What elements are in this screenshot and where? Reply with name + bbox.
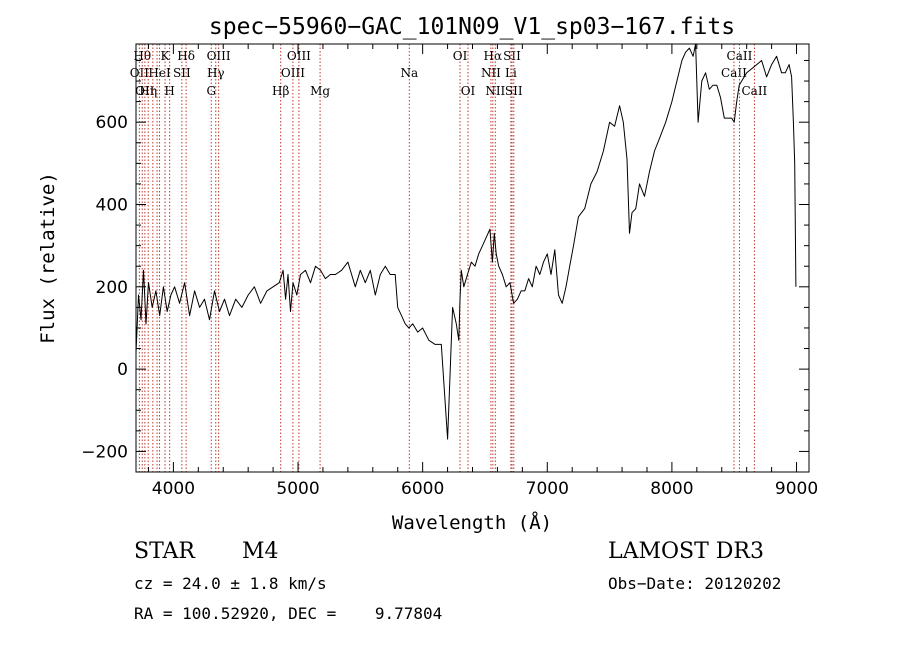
spectral-line-label: OIII <box>207 49 231 63</box>
y-tick-label: 200 <box>96 278 128 298</box>
spectral-line-label: SII <box>505 84 523 98</box>
x-tick-label: 8000 <box>650 479 693 499</box>
y-tick-label: 600 <box>96 113 128 133</box>
spectral-line-label: SII <box>173 66 191 80</box>
spectrum-series-line <box>135 43 797 440</box>
spectral-line-label: Hγ <box>207 66 225 80</box>
spectral-line-label: Na <box>400 66 418 80</box>
x-axis-label: Wavelength (Å) <box>392 511 552 534</box>
series-layer <box>135 43 797 440</box>
spectral-line-label: OIII <box>281 66 305 80</box>
y-tick-label: −200 <box>81 442 128 462</box>
plot-frame <box>135 43 810 473</box>
x-tick-label: 9000 <box>775 479 818 499</box>
spectral-lines-layer: OIIHθOIIHηHeIKHSIIHδGHγOIIIHβOIIIOIIIMgN… <box>130 44 768 472</box>
chart-title: spec−55960−GAC_101N09_V1_sp03−167.fits <box>209 14 735 40</box>
x-tick-label: 5000 <box>276 479 319 499</box>
survey-name: LAMOST DR3 <box>608 539 764 564</box>
spectral-line-label: CaII <box>727 49 753 63</box>
spectral-line-label: G <box>206 84 216 98</box>
x-tick-label: 6000 <box>401 479 444 499</box>
y-tick-label: 0 <box>117 360 128 380</box>
spectral-line-label: Hβ <box>272 84 289 98</box>
spectral-line-label: SII <box>503 49 521 63</box>
x-tick-label: 7000 <box>526 479 569 499</box>
spectral-line-label: OII <box>135 84 155 98</box>
y-tick-label: 400 <box>96 196 128 216</box>
spectral-line-label: Hα <box>484 49 503 63</box>
spectral-line-label: OI <box>453 49 468 63</box>
spectral-line-label: NII <box>481 66 501 80</box>
observation-date: Obs−Date: 20120202 <box>608 574 782 593</box>
spectral-line-label: Li <box>505 66 517 80</box>
spectral-line-label: CaII <box>721 66 747 80</box>
x-tick-label: 4000 <box>152 479 195 499</box>
spectral-line-label: H <box>164 84 174 98</box>
redshift-cz: cz = 24.0 ± 1.8 km/s <box>134 574 327 593</box>
spectral-line-label: OI <box>461 84 476 98</box>
spectral-line-label: HeI <box>148 66 171 80</box>
object-subclass: M4 <box>242 539 279 564</box>
axis-layer: 4000 5000 6000 7000 8000 9000 −200 0 200 400 600 <box>81 44 818 499</box>
spectral-line-label: OII <box>130 66 150 80</box>
y-axis-label: Flux (relative) <box>37 172 59 344</box>
spectral-line-label: Hδ <box>177 49 195 63</box>
spectral-line-label: Hθ <box>133 49 151 63</box>
object-class: STAR <box>134 539 195 564</box>
spectral-line-label: Mg <box>310 84 330 98</box>
spectral-line-label: K <box>161 49 171 63</box>
spectral-line-label: Hη <box>139 84 157 98</box>
spectral-line-label: NII <box>485 84 505 98</box>
spectral-line-label: CaII <box>741 84 767 98</box>
sky-coordinates: RA = 100.52920, DEC = 9.77804 <box>134 604 443 623</box>
spectral-line-label: OIII <box>287 49 311 63</box>
